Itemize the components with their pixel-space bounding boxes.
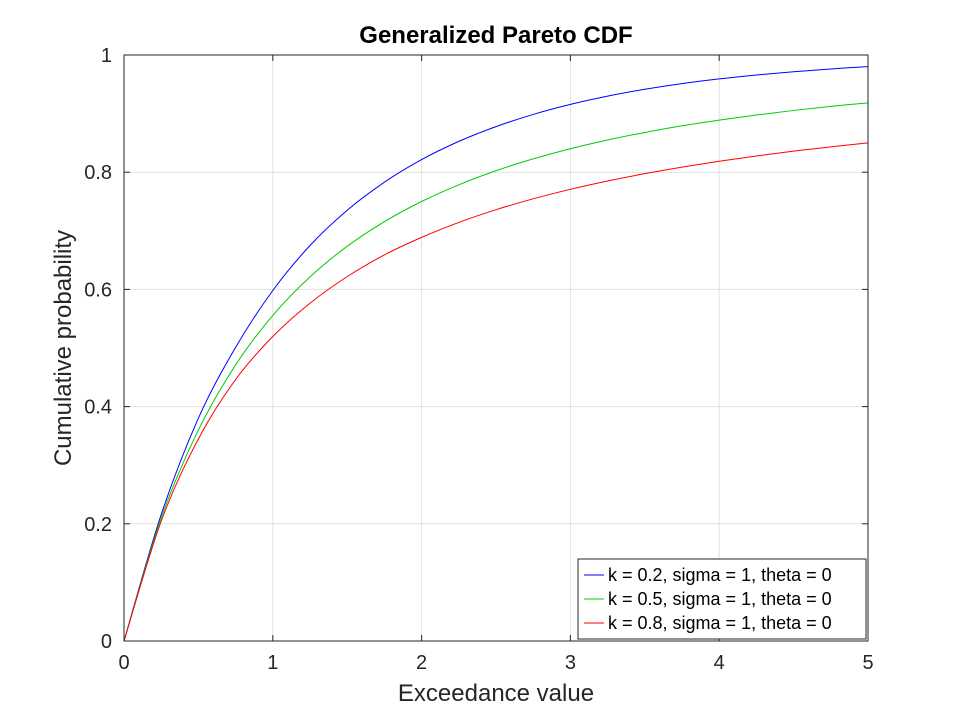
series-line-1 [123,66,869,642]
series-line-3 [123,142,869,642]
y-tick-label: 0.8 [84,162,112,184]
x-tick-label: 1 [267,652,278,674]
x-tick-label: 4 [714,652,725,674]
x-tick-label: 0 [118,652,129,674]
x-tick-label: 2 [416,652,427,674]
series-layer [123,66,869,642]
y-tick-label: 0.6 [84,279,112,301]
x-tick-label: 3 [565,652,576,674]
y-tick-label: 0 [101,631,112,653]
legend-entry-label: k = 0.8, sigma = 1, theta = 0 [608,613,832,633]
chart-title: Generalized Pareto CDF [359,22,632,49]
plot-area [124,55,868,641]
x-axis-label: Exceedance value [398,680,594,707]
series-line-2 [123,102,869,642]
grid [124,55,868,641]
legend-box [577,558,867,640]
x-tick-label: 5 [862,652,873,674]
y-axis-label: Cumulative probability [50,230,77,466]
legend: k = 0.2, sigma = 1, theta = 0 k = 0.5, si… [577,558,867,640]
y-tick-label: 0.2 [84,514,112,536]
y-tick-label: 0.4 [84,397,112,419]
y-tick-label: 1 [101,45,112,67]
legend-entry-label: k = 0.2, sigma = 1, theta = 0 [608,565,832,585]
ticks: 0 1 2 3 4 5 0 0.2 0.4 0.6 0.8 1 [84,45,873,674]
axes-frame [123,54,869,642]
legend-entry-label: k = 0.5, sigma = 1, theta = 0 [608,589,832,609]
